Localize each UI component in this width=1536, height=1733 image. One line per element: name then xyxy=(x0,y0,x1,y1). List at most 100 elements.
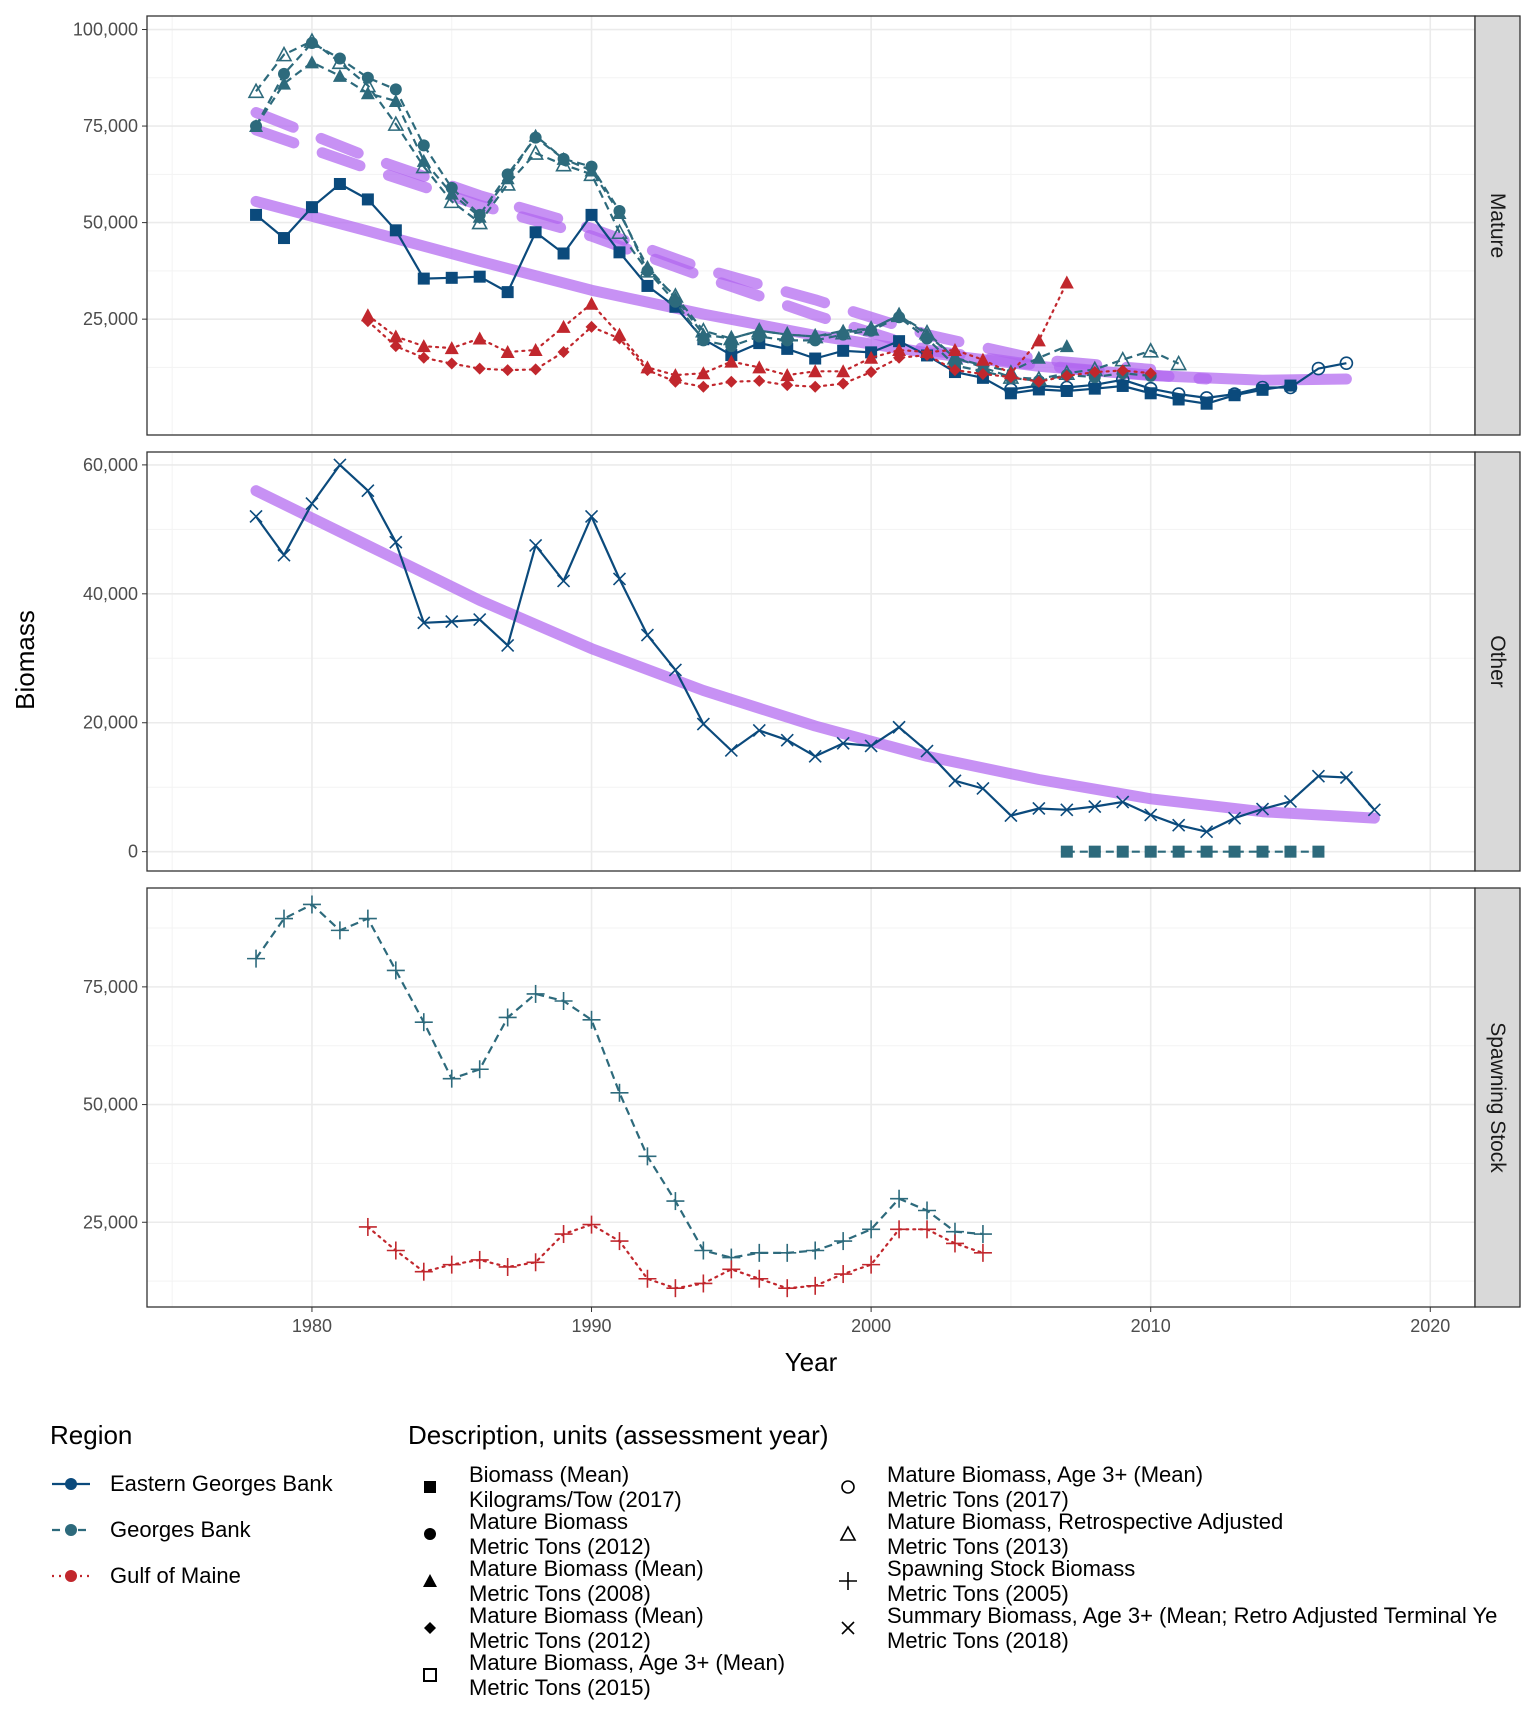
open-triangle-marker xyxy=(359,76,377,93)
data-point xyxy=(893,335,906,348)
data-point xyxy=(1088,799,1102,814)
square-marker xyxy=(1172,845,1185,858)
square-marker xyxy=(809,352,822,365)
trend-line-1 xyxy=(250,107,1157,375)
strip-label: Mature xyxy=(1486,193,1509,258)
open-triangle-marker xyxy=(387,115,405,131)
data-point xyxy=(386,961,405,980)
data-point xyxy=(585,208,598,221)
y-axis: 25,000 50,000 75,000 xyxy=(83,977,147,1232)
data-point xyxy=(1031,333,1046,347)
data-point xyxy=(498,1257,517,1276)
x-tick-label: 2020 xyxy=(1410,1316,1450,1336)
data-point xyxy=(249,119,264,133)
x-b xyxy=(668,663,682,677)
y-axis: 25,000 50,000 75,000 100,000 xyxy=(73,20,147,329)
diamond-marker xyxy=(585,320,598,333)
data-point xyxy=(890,1189,909,1208)
minor-grid xyxy=(147,888,1475,1307)
x-b xyxy=(1060,803,1074,817)
data-point xyxy=(1228,389,1241,402)
diamond-marker xyxy=(725,375,738,388)
diamond-marker xyxy=(501,364,514,377)
legend-description-key: Mature Biomass (Mean)Metric Tons (2008) xyxy=(423,1556,704,1606)
data-point xyxy=(442,1069,461,1088)
legend-region-key: Gulf of Maine xyxy=(52,1563,241,1588)
data-point xyxy=(529,538,543,553)
open-triangle-marker xyxy=(695,322,712,338)
data-point xyxy=(358,1217,377,1236)
diamond-marker xyxy=(529,363,542,376)
data-point xyxy=(388,329,403,343)
open-circle-marker xyxy=(1255,380,1270,395)
open-triangle-marker xyxy=(806,327,824,344)
data-point xyxy=(641,279,654,292)
legend-description-line1: Mature Biomass, Age 3+ (Mean) xyxy=(469,1650,785,1675)
data-point xyxy=(445,271,458,284)
data-point xyxy=(276,76,291,90)
data-point xyxy=(808,364,823,378)
x-b xyxy=(640,628,655,642)
y-tick-label: 40,000 xyxy=(83,584,138,604)
data-point xyxy=(304,55,319,69)
data-point xyxy=(725,375,738,388)
triangle-marker xyxy=(975,352,990,366)
x-b xyxy=(501,638,515,652)
data-point xyxy=(360,308,375,322)
data-point xyxy=(893,351,906,364)
data-point xyxy=(1116,845,1129,858)
legend-shape-open-square xyxy=(423,1668,437,1682)
data-point xyxy=(864,350,879,364)
x-b xyxy=(1032,801,1046,816)
panel-spawning-stock: 25,000 50,000 75,000 Spawning Stock 1980 1990… xyxy=(83,887,1521,1336)
data-point xyxy=(613,246,626,259)
data-point xyxy=(585,320,598,333)
diamond-marker xyxy=(613,332,626,345)
data-point xyxy=(472,331,487,345)
legend-description-key: Summary Biomass, Age 3+ (Mean; Retro Adj… xyxy=(841,1603,1497,1653)
facet-strip: Other xyxy=(1474,451,1521,872)
data-point xyxy=(920,744,934,758)
data-point xyxy=(947,343,962,357)
x-b xyxy=(976,781,990,796)
data-point xyxy=(331,53,349,70)
triangle-marker xyxy=(332,68,347,82)
x-b xyxy=(836,736,850,750)
data-point xyxy=(724,331,739,345)
strip-label: Spawning Stock xyxy=(1486,1022,1509,1173)
data-point xyxy=(920,327,935,341)
data-point xyxy=(1004,387,1017,400)
data-point xyxy=(1367,803,1381,817)
y-tick-label: 100,000 xyxy=(73,20,138,40)
diamond-marker xyxy=(697,380,710,393)
data-point xyxy=(1060,369,1073,382)
data-point xyxy=(696,717,710,731)
x-b xyxy=(473,613,487,627)
triangle-marker xyxy=(864,321,879,335)
x-b xyxy=(892,720,906,734)
square-marker xyxy=(333,177,346,190)
data-point xyxy=(250,208,263,221)
data-point xyxy=(641,364,654,377)
diamond-marker xyxy=(1060,369,1073,382)
strip-background xyxy=(1474,451,1521,872)
x-b xyxy=(724,743,738,758)
data-point xyxy=(808,749,822,763)
data-point xyxy=(778,325,796,342)
x-b xyxy=(361,484,375,498)
open-circle-marker xyxy=(1227,387,1242,401)
data-point xyxy=(806,1241,825,1260)
square-marker xyxy=(529,226,542,239)
data-point xyxy=(890,1220,909,1239)
diamond-marker xyxy=(361,315,374,328)
panel-other: 0 20,000 40,000 60,000 Other xyxy=(83,451,1521,872)
data-point xyxy=(695,322,712,338)
diamond-marker xyxy=(753,374,766,387)
data-point xyxy=(1142,342,1160,358)
diamond-marker xyxy=(389,340,402,353)
legend-description-key: Mature Biomass, Retrospective AdjustedMe… xyxy=(839,1509,1283,1559)
data-point xyxy=(809,380,822,393)
triangle-marker xyxy=(947,343,962,357)
data-point xyxy=(1284,845,1297,858)
